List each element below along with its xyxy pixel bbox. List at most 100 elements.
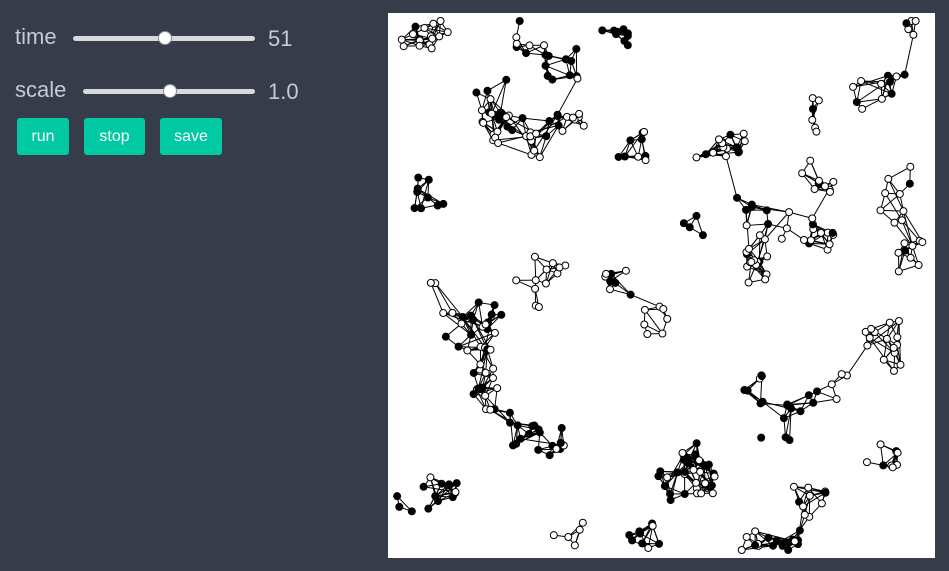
- graph-node-filled: [483, 86, 492, 95]
- graph-node-hollow: [426, 278, 435, 287]
- graph-node-filled: [506, 418, 515, 427]
- graph-node-hollow: [816, 228, 825, 237]
- graph-node-hollow: [825, 240, 834, 249]
- graph-node-filled: [419, 482, 428, 491]
- graph-node-hollow: [502, 113, 511, 122]
- graph-node-filled: [666, 496, 675, 505]
- graph-node-hollow: [918, 238, 927, 247]
- graph-node-hollow: [894, 267, 903, 276]
- graph-edge: [434, 282, 464, 318]
- graph-node-hollow: [579, 121, 588, 130]
- graph-node-hollow: [408, 30, 417, 39]
- stop-button[interactable]: stop: [84, 118, 145, 155]
- graph-node-hollow: [826, 187, 835, 196]
- scale-slider[interactable]: [83, 77, 255, 105]
- graph-node-hollow: [812, 127, 821, 136]
- graph-node-filled: [433, 201, 442, 210]
- graph-node-hollow: [641, 156, 650, 165]
- graph-node-filled: [626, 136, 635, 145]
- graph-node-filled: [413, 184, 422, 193]
- graph-node-filled: [474, 298, 483, 307]
- graph-node-hollow: [606, 285, 615, 294]
- graph-node-filled: [543, 71, 552, 80]
- graph-node-filled: [757, 372, 766, 381]
- graph-node-filled: [512, 439, 521, 448]
- graph-edge: [644, 309, 663, 334]
- graph-node-hollow: [564, 533, 573, 542]
- graph-node-filled: [772, 536, 781, 545]
- graph-node-hollow: [439, 309, 448, 318]
- save-button[interactable]: save: [160, 118, 222, 155]
- graph-node-hollow: [602, 269, 611, 278]
- time-slider[interactable]: [73, 24, 255, 52]
- graph-node-filled: [784, 546, 793, 554]
- graph-node-filled: [522, 49, 531, 58]
- time-slider-thumb[interactable]: [158, 31, 172, 45]
- graph-node-filled: [901, 246, 910, 255]
- graph-node-hollow: [486, 345, 495, 354]
- graph-node-hollow: [436, 17, 445, 25]
- graph-node-hollow: [531, 284, 540, 293]
- graph-node-filled: [467, 330, 476, 339]
- graph-node-filled: [625, 531, 634, 540]
- graph-node-hollow: [493, 384, 502, 393]
- graph-node-hollow: [692, 478, 701, 487]
- graph-node-hollow: [541, 279, 550, 288]
- graph-node-filled: [655, 539, 664, 548]
- graph-edge: [745, 209, 750, 249]
- graph-node-filled: [557, 423, 566, 432]
- graph-node-hollow: [549, 531, 558, 540]
- graph-node-hollow: [457, 319, 466, 328]
- graph-node-hollow: [644, 543, 653, 552]
- time-value: 51: [268, 26, 293, 51]
- graph-node-filled: [781, 433, 790, 442]
- graph-node-filled: [795, 526, 804, 535]
- graph-edge: [491, 79, 507, 114]
- graph-node-hollow: [512, 33, 521, 42]
- graph-edge: [490, 98, 510, 116]
- run-button[interactable]: run: [17, 118, 69, 155]
- graph-node-hollow: [737, 546, 746, 554]
- graph-canvas[interactable]: [388, 13, 935, 558]
- graph-node-filled: [525, 429, 534, 438]
- graph-node-filled: [431, 492, 440, 501]
- graph-edge: [884, 192, 903, 221]
- graph-node-hollow: [663, 314, 672, 323]
- graph-node-hollow: [808, 115, 817, 124]
- graph-edge: [861, 93, 892, 110]
- graph-node-hollow: [525, 41, 534, 50]
- graph-node-hollow: [570, 541, 579, 550]
- graph-node-hollow: [808, 214, 817, 223]
- graph-node-hollow: [908, 241, 917, 250]
- graph-node-filled: [626, 290, 635, 299]
- graph-node-hollow: [881, 189, 890, 198]
- graph-node-hollow: [885, 318, 894, 327]
- graph-node-filled: [852, 98, 861, 107]
- graph-edge: [785, 408, 792, 438]
- network-graph[interactable]: [388, 13, 935, 558]
- graph-node-hollow: [451, 488, 460, 497]
- graph-node-filled: [637, 135, 646, 144]
- graph-node-hollow: [876, 440, 885, 449]
- graph-edge: [630, 294, 660, 308]
- graph-edge: [764, 211, 790, 240]
- graph-node-hollow: [763, 252, 772, 261]
- graph-node-hollow: [820, 182, 829, 191]
- graph-node-hollow: [448, 308, 457, 317]
- graph-node-filled: [508, 126, 517, 135]
- graph-node-filled: [469, 315, 478, 324]
- scale-slider-thumb[interactable]: [163, 84, 177, 98]
- graph-node-filled: [623, 41, 632, 50]
- graph-node-filled: [701, 150, 710, 159]
- graph-node-hollow: [805, 491, 814, 500]
- graph-edge: [788, 211, 813, 219]
- graph-node-filled: [809, 398, 818, 407]
- graph-node-hollow: [689, 465, 698, 474]
- graph-node-hollow: [420, 24, 429, 33]
- graph-node-filled: [779, 414, 788, 423]
- graph-node-hollow: [894, 248, 903, 257]
- graph-node-filled: [505, 408, 514, 417]
- graph-node-hollow: [701, 479, 710, 488]
- graph-node-hollow: [760, 235, 769, 244]
- graph-edge: [856, 98, 882, 103]
